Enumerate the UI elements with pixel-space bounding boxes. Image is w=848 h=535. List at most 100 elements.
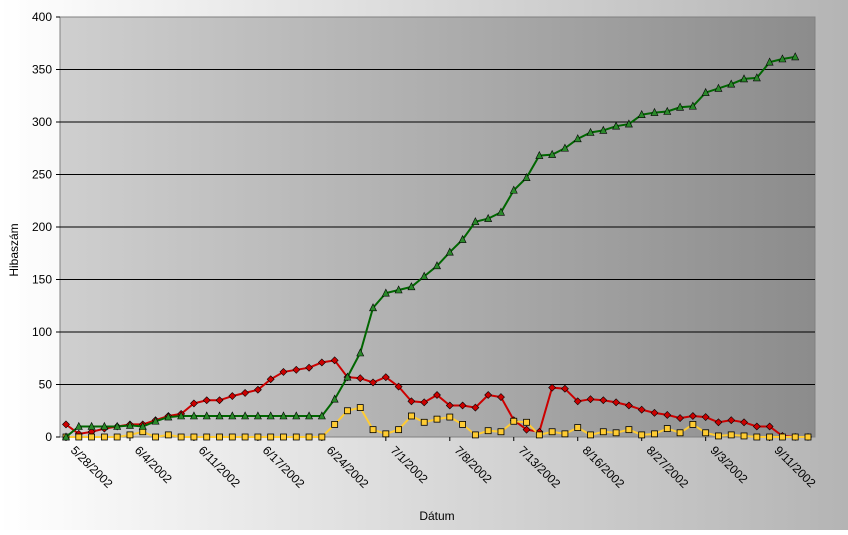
data-point (408, 412, 415, 420)
data-point (189, 411, 198, 420)
y-tick-label: 250 (32, 168, 52, 182)
data-point (689, 420, 697, 428)
data-point (625, 426, 633, 434)
data-point (292, 433, 300, 441)
data-point (522, 425, 531, 434)
y-axis-ticks: 0 50 100 150 200 250 300 350 400 (32, 10, 60, 444)
data-point (740, 74, 749, 83)
data-point (241, 433, 249, 441)
data-point (266, 375, 275, 384)
data-point (164, 431, 172, 439)
data-point (331, 420, 339, 428)
data-point (701, 413, 710, 421)
data-point (574, 424, 582, 431)
data-point (573, 397, 582, 406)
data-point (637, 109, 646, 118)
series-2 (62, 52, 800, 441)
y-tick-label: 300 (32, 115, 52, 129)
data-point (253, 385, 262, 394)
data-point (458, 234, 467, 243)
data-point (100, 421, 109, 430)
y-tick-label: 200 (32, 220, 52, 234)
data-point (650, 408, 659, 417)
data-point (663, 106, 672, 115)
data-point (496, 207, 505, 216)
data-point (676, 414, 684, 423)
data-point (420, 398, 429, 407)
data-point (305, 433, 313, 441)
data-point (497, 428, 505, 436)
data-point (344, 407, 351, 415)
data-point (420, 418, 428, 426)
data-point (484, 391, 493, 399)
data-point (203, 433, 211, 441)
data-point (650, 107, 659, 116)
data-point (202, 396, 211, 405)
y-tick-label: 100 (32, 325, 52, 339)
series-1 (62, 404, 812, 441)
data-point (522, 172, 531, 181)
data-point (727, 79, 736, 88)
data-point (228, 411, 237, 420)
data-point (612, 121, 621, 130)
data-point (241, 388, 250, 397)
data-point (381, 288, 390, 297)
data-point (624, 119, 633, 128)
data-point (484, 213, 493, 222)
data-point (292, 365, 301, 374)
data-point (612, 429, 620, 437)
data-point (676, 429, 684, 437)
data-point (599, 428, 607, 436)
data-point (676, 102, 685, 111)
data-point (394, 285, 403, 294)
data-point (215, 411, 224, 420)
data-point (88, 433, 95, 441)
data-point (100, 433, 108, 441)
data-point (305, 411, 314, 420)
data-point (433, 391, 441, 399)
data-point (804, 433, 812, 441)
data-point (637, 405, 646, 414)
data-point (330, 356, 339, 365)
data-point (356, 404, 364, 412)
data-point (407, 397, 416, 406)
data-point (779, 433, 786, 441)
data-point (765, 422, 774, 431)
data-point (190, 399, 198, 408)
data-point (62, 432, 70, 441)
data-point (688, 412, 697, 420)
data-point (471, 217, 480, 226)
data-point (305, 363, 313, 372)
data-point (164, 412, 173, 421)
data-point (254, 433, 262, 441)
data-point (766, 433, 774, 441)
data-point (382, 430, 390, 438)
data-point (624, 401, 633, 410)
data-point (702, 429, 710, 437)
series-group (62, 52, 812, 441)
data-point (587, 431, 594, 439)
data-point (228, 433, 236, 441)
data-point (292, 411, 301, 420)
data-point (458, 401, 467, 410)
data-point (317, 358, 326, 367)
data-point (484, 427, 492, 435)
data-point (586, 395, 595, 404)
data-point (433, 261, 441, 270)
x-axis-label: Dátum (419, 509, 454, 523)
data-point (356, 374, 365, 383)
data-point (753, 433, 761, 441)
data-point (279, 411, 288, 420)
data-point (445, 401, 454, 410)
data-point (714, 418, 723, 427)
data-point (471, 403, 480, 412)
data-point (125, 420, 134, 429)
data-point (369, 303, 378, 312)
data-point (714, 83, 723, 92)
data-point (177, 411, 186, 420)
data-point (535, 150, 544, 159)
data-point (497, 393, 505, 402)
data-point (317, 411, 326, 420)
